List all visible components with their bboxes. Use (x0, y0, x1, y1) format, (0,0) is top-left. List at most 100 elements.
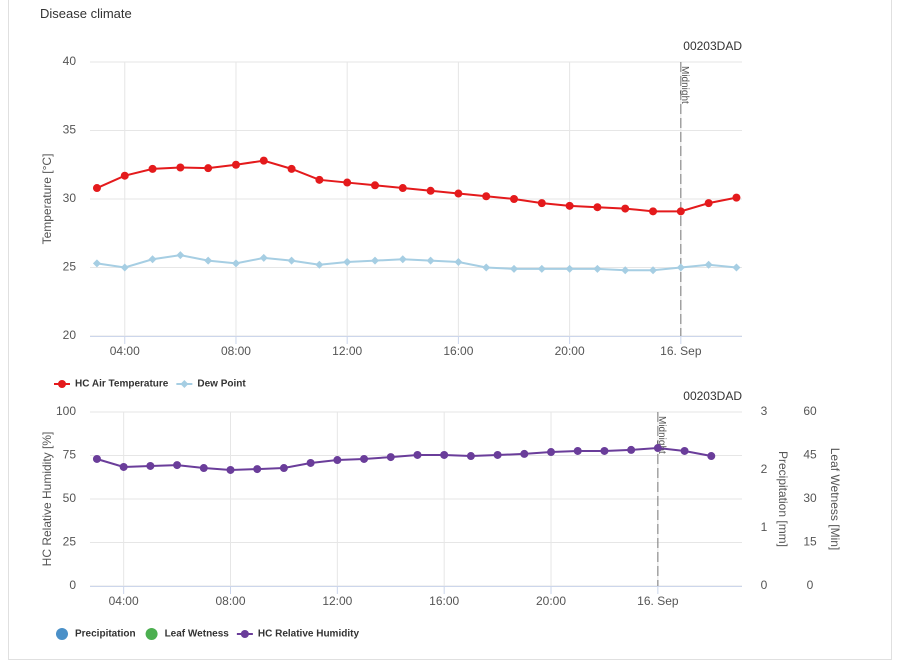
point (704, 199, 713, 208)
point (231, 160, 240, 169)
point (426, 256, 435, 265)
point (482, 192, 491, 201)
y-tick-label: 25 (63, 535, 77, 549)
point (573, 446, 582, 455)
point (370, 256, 379, 265)
credit: 00203DAD (683, 39, 742, 53)
legend-item: HC Relative Humidity (258, 629, 360, 640)
x-tick-label: 12:00 (322, 594, 352, 608)
point (259, 156, 268, 165)
x-tick-label: 12:00 (332, 344, 362, 358)
y-tick-label: 35 (63, 123, 77, 137)
y-tick-label: 20 (63, 328, 77, 342)
point (593, 264, 602, 273)
midnight-label: Midnight (656, 416, 667, 454)
x-tick-label: 20:00 (555, 344, 585, 358)
point (333, 456, 342, 465)
point (593, 203, 602, 212)
point (440, 450, 449, 459)
y2-tick-label: 3 (761, 404, 768, 418)
point (547, 448, 556, 457)
point (565, 264, 574, 273)
y-tick-label: 25 (63, 260, 77, 274)
point (398, 184, 407, 193)
point (493, 450, 502, 459)
point (454, 189, 463, 198)
x-tick-label: 16:00 (429, 594, 459, 608)
point (306, 458, 315, 467)
point (537, 199, 546, 208)
point (600, 446, 609, 455)
point (173, 461, 182, 470)
point (676, 263, 685, 272)
point (176, 163, 185, 172)
y2-axis-title: Precipitation [mm] (776, 451, 790, 547)
y2-tick-label: 0 (761, 578, 768, 592)
point (92, 259, 101, 268)
legend-symbol (240, 630, 249, 638)
point (120, 263, 129, 272)
point (707, 452, 716, 461)
point (343, 178, 352, 187)
legend-item: Precipitation (75, 629, 136, 640)
legend-item: Leaf Wetness (165, 629, 230, 640)
point (466, 452, 475, 461)
point (482, 263, 491, 272)
point (231, 259, 240, 268)
point (92, 454, 101, 463)
midnight-label: Midnight (679, 66, 690, 104)
point (704, 260, 713, 269)
x-tick-label: 04:00 (109, 594, 139, 608)
y3-tick-label: 0 (807, 578, 814, 592)
point (360, 454, 369, 463)
y-tick-label: 40 (63, 54, 77, 68)
point (621, 204, 630, 213)
point (315, 175, 324, 184)
point (119, 462, 128, 471)
point (676, 207, 685, 216)
legend-symbol (56, 628, 68, 640)
point (510, 195, 519, 203)
point (279, 464, 288, 473)
point (146, 461, 155, 470)
y2-tick-label: 2 (761, 462, 768, 476)
y-tick-label: 100 (56, 404, 76, 418)
point (649, 266, 658, 275)
point (370, 181, 379, 190)
legend-symbol (58, 380, 66, 388)
x-tick-label: 16. Sep (637, 594, 679, 608)
y-tick-label: 0 (69, 578, 76, 592)
y2-tick-label: 1 (761, 520, 768, 534)
x-tick-label: 16. Sep (660, 344, 702, 358)
card: Disease climate (8, 0, 892, 660)
point (204, 164, 213, 173)
point (92, 184, 101, 193)
point (510, 264, 519, 273)
point (148, 255, 157, 264)
y-tick-label: 30 (63, 191, 77, 205)
card-title: Disease climate (40, 6, 132, 21)
point (732, 193, 741, 202)
point (649, 207, 658, 216)
series-line (96, 159, 737, 213)
x-tick-label: 04:00 (110, 344, 140, 358)
x-tick-label: 08:00 (215, 594, 245, 608)
y3-tick-label: 15 (803, 535, 817, 549)
point (680, 446, 689, 455)
point (398, 255, 407, 264)
point (253, 465, 262, 474)
point (565, 201, 574, 210)
point (386, 453, 395, 462)
y-axis-title: Temperature [°C] (40, 154, 54, 245)
point (287, 256, 296, 265)
point (653, 444, 662, 453)
point (732, 263, 741, 272)
point (520, 449, 529, 458)
y-axis-title: HC Relative Humidity [%] (40, 432, 54, 567)
legend-item: HC Air Temperature (75, 379, 169, 390)
x-tick-label: 20:00 (536, 594, 566, 608)
series-line (96, 254, 737, 272)
y3-tick-label: 60 (803, 404, 817, 418)
legend-item: Dew Point (197, 379, 246, 390)
